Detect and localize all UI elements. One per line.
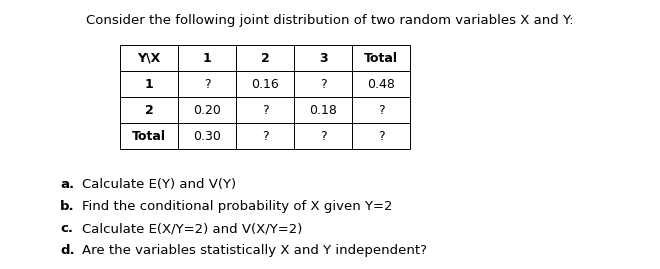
Text: 1: 1 [145,77,153,90]
Bar [352,45,410,71]
Bar [236,97,294,123]
Text: Total: Total [132,129,166,143]
Text: 0.20: 0.20 [193,104,221,116]
Text: ?: ? [378,104,384,116]
Bar [294,71,352,97]
Text: Are the variables statistically X and Y independent?: Are the variables statistically X and Y … [82,244,427,257]
Text: Calculate E(X/Y=2) and V(X/Y=2): Calculate E(X/Y=2) and V(X/Y=2) [82,222,302,235]
Text: Calculate E(Y) and V(Y): Calculate E(Y) and V(Y) [82,178,236,191]
Text: Y\X: Y\X [137,51,160,65]
Bar [120,123,178,149]
Bar [120,97,178,123]
Text: 0.30: 0.30 [193,129,221,143]
Text: 1: 1 [203,51,211,65]
Text: Consider the following joint distribution of two random variables X and Y:: Consider the following joint distributio… [86,14,574,27]
Bar [178,45,236,71]
Bar [352,71,410,97]
Bar [294,45,352,71]
Text: Find the conditional probability of X given Y=2: Find the conditional probability of X gi… [82,200,393,213]
Bar [178,71,236,97]
Text: ?: ? [378,129,384,143]
Text: 2: 2 [145,104,153,116]
Bar [178,97,236,123]
Text: 0.48: 0.48 [367,77,395,90]
Text: 3: 3 [319,51,327,65]
Bar [120,71,178,97]
Bar [294,97,352,123]
Bar [178,123,236,149]
Text: 0.18: 0.18 [309,104,337,116]
Bar [236,123,294,149]
Text: ?: ? [204,77,211,90]
Text: ?: ? [261,129,269,143]
Text: ?: ? [319,129,326,143]
Bar [120,45,178,71]
Text: d.: d. [60,244,75,257]
Text: c.: c. [60,222,73,235]
Bar [236,71,294,97]
Text: Total: Total [364,51,398,65]
Text: ?: ? [319,77,326,90]
Text: b.: b. [60,200,75,213]
Bar [352,123,410,149]
Bar [236,45,294,71]
Text: a.: a. [60,178,74,191]
Bar [294,123,352,149]
Text: ?: ? [261,104,269,116]
Text: 2: 2 [261,51,269,65]
Bar [352,97,410,123]
Text: 0.16: 0.16 [251,77,279,90]
